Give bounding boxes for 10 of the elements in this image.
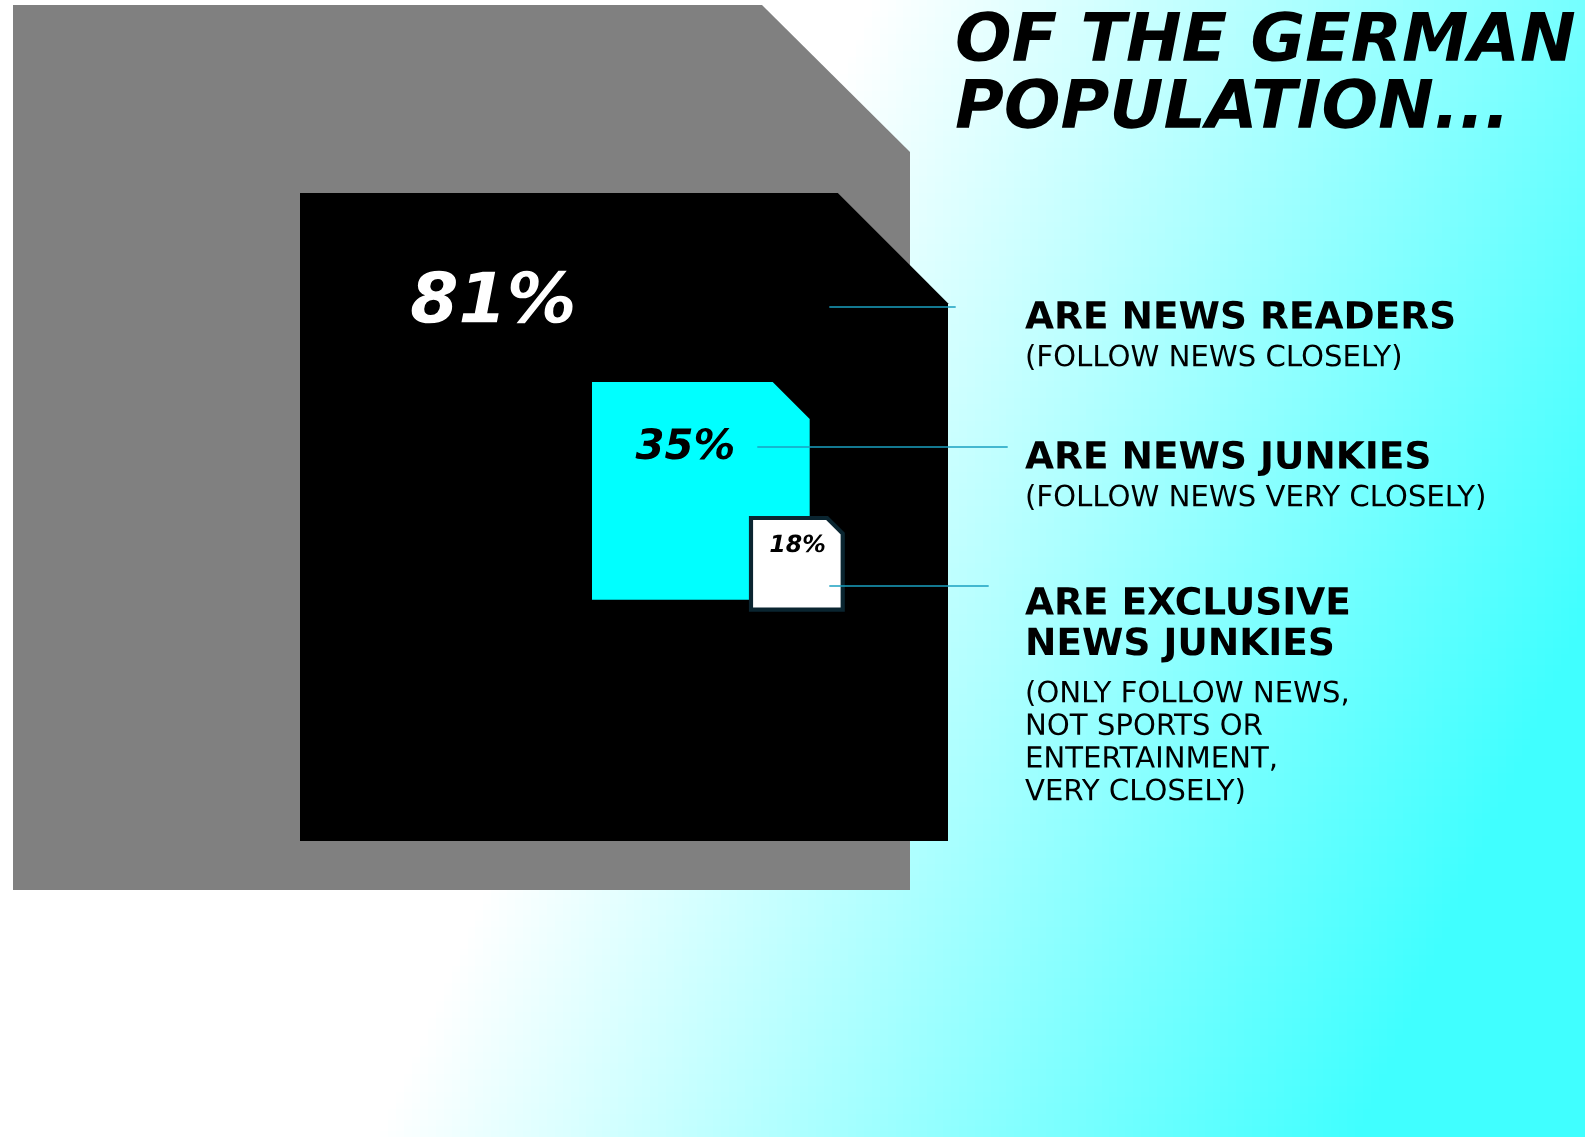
category-label: ARE NEWS READERS bbox=[1025, 300, 1454, 330]
category-label: ARE EXCLUSIVE NEWS JUNKIES bbox=[1025, 586, 1349, 663]
category-label: ARE NEWS JUNKIES bbox=[1025, 440, 1429, 476]
text: (FOLLOW NEWS VERY CLOSELY) bbox=[1027, 484, 1484, 511]
data-label: 18% bbox=[770, 534, 825, 553]
data-label: 35% bbox=[635, 427, 733, 460]
text: (ONLY FOLLOW NEWS, NOT SPORTS OR ENTERTAINMENT, VERY CLOSELY) bbox=[1025, 680, 1347, 804]
text: (FOLLOW NEWS CLOSELY) bbox=[1027, 344, 1401, 371]
text: OF THE GERMAN POPULATION... bbox=[956, 11, 1575, 129]
data-label: 81% bbox=[411, 270, 573, 324]
